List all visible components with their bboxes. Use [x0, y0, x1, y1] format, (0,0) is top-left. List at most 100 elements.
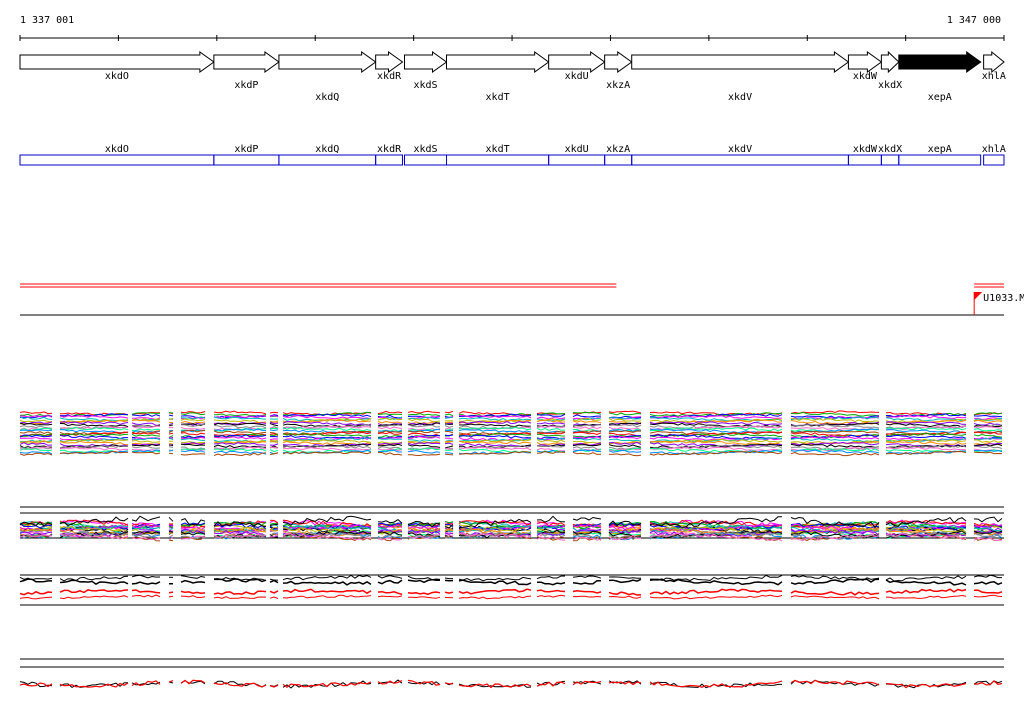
condition-profile-line: [444, 447, 454, 450]
feature-box-xepa[interactable]: [898, 154, 982, 166]
profile-line: [572, 530, 602, 536]
profile-line: [377, 524, 403, 529]
feature-box-xkdt[interactable]: [446, 154, 550, 166]
profile-line: [572, 536, 602, 542]
gene-arrow-xkdw[interactable]: [847, 51, 883, 73]
feature-box-xkdu[interactable]: [548, 154, 606, 166]
gene-arrow-xkdq[interactable]: [278, 51, 377, 73]
condition-profile-line: [19, 416, 53, 420]
condition-profile-line: [572, 420, 602, 424]
gene-label-xkdv: xkdV: [728, 92, 752, 103]
condition-profile-line: [19, 451, 53, 455]
gene-arrow-xkdu[interactable]: [548, 51, 606, 73]
condition-profile-line: [444, 410, 454, 414]
feature-label-xepa: xepA: [928, 144, 952, 155]
condition-profile-line: [444, 442, 454, 445]
condition-profile-line: [213, 415, 267, 419]
profile-line: [885, 531, 967, 538]
feature-box-xkdo[interactable]: [19, 154, 215, 166]
condition-profile-line: [572, 431, 602, 436]
profile-line-black: [649, 516, 782, 528]
condition-profile-line: [131, 437, 161, 441]
feature-box-xkdx[interactable]: [880, 154, 900, 166]
gene-arrow-xkdx[interactable]: [880, 50, 900, 74]
gene-label-xkdq: xkdQ: [315, 92, 339, 103]
condition-profile-line: [269, 411, 279, 414]
strand-line-red: [59, 589, 129, 594]
feature-box-xkdp[interactable]: [213, 154, 280, 166]
condition-profile-line: [213, 436, 267, 440]
ratio-line-red: [572, 680, 602, 686]
profile-line: [536, 521, 566, 527]
strand-line-red: [131, 594, 161, 598]
gene-arrow-track: xkdO xkdP xkdQ xkdR xkdS xkdT xkdU xkzA xkdV xkdW…: [19, 50, 1006, 103]
gene-arrow-xkza[interactable]: [604, 51, 633, 73]
condition-profile-line: [444, 445, 454, 449]
gene-arrow-xkdo[interactable]: [19, 51, 215, 73]
profile-line: [377, 534, 403, 539]
condition-profile-line: [458, 432, 532, 437]
profile-line: [377, 529, 403, 534]
condition-profile-line: [572, 444, 602, 447]
profile-line-black: [180, 517, 206, 526]
profile-line: [269, 526, 279, 531]
feature-box-xkds[interactable]: [403, 154, 448, 166]
profile-line: [444, 520, 454, 524]
coordinate-ruler: 1 337 001 1 347 000: [19, 15, 1005, 41]
condition-profile-line: [59, 417, 129, 422]
condition-profile-line: [885, 427, 967, 431]
strand-line-red: [790, 590, 880, 596]
gene-arrow-xepa[interactable]: [898, 51, 982, 73]
condition-profile-line: [282, 420, 372, 426]
profile-line: [131, 536, 161, 541]
condition-profile-line: [649, 444, 783, 450]
condition-profile-line: [377, 437, 403, 440]
tss-marker[interactable]: U1033.M: [973, 292, 1024, 315]
condition-profile-line: [282, 419, 372, 423]
gene-arrow-xkdt[interactable]: [446, 51, 550, 73]
feature-label-xkdp: xkdP: [234, 144, 258, 155]
feature-box-xkdr[interactable]: [375, 154, 404, 166]
gene-arrow-xkdv[interactable]: [631, 51, 850, 73]
strand-line-black: [608, 576, 642, 579]
condition-profile-line: [790, 440, 880, 446]
feature-box-xkdq[interactable]: [278, 154, 377, 166]
condition-profile-line: [536, 419, 566, 423]
condition-profile-line: [377, 410, 403, 415]
condition-profile-line: [444, 413, 454, 417]
condition-profile-line: [790, 449, 880, 455]
feature-box-xkdw[interactable]: [847, 154, 882, 166]
condition-profile-line: [973, 424, 1003, 428]
feature-box-xkza[interactable]: [604, 154, 633, 166]
strand-line-red: [790, 595, 880, 600]
strand-line-red: [573, 595, 602, 598]
condition-profile-line: [269, 423, 279, 427]
transcript-track: U1033.M: [20, 283, 1024, 316]
gene-arrow-xkds[interactable]: [403, 51, 448, 73]
condition-profile-line: [608, 415, 642, 419]
condition-profile-line: [269, 421, 279, 425]
feature-box-xhla[interactable]: [983, 154, 1005, 166]
gene-label-xkdr: xkdR: [377, 71, 402, 82]
condition-profile-line: [458, 451, 532, 455]
gene-arrow-xkdr[interactable]: [375, 51, 404, 73]
condition-profile-line: [536, 450, 566, 454]
condition-profile-line: [180, 420, 206, 425]
gene-arrow-xhla[interactable]: [983, 50, 1005, 74]
condition-profile-line: [59, 446, 129, 451]
profile-line: [649, 531, 783, 539]
condition-profile-line: [282, 415, 372, 420]
condition-profile-line: [19, 422, 53, 426]
condition-profile-line: [269, 438, 279, 441]
strand-line-red: [408, 596, 441, 599]
strand-line-black: [572, 575, 602, 579]
gene-arrow-xkdp[interactable]: [213, 51, 280, 73]
condition-profile-line: [213, 416, 267, 420]
profile-line: [59, 519, 129, 526]
feature-box-xkdv[interactable]: [631, 154, 849, 166]
profile-line: [131, 529, 161, 536]
profile-line: [213, 533, 267, 539]
strand-line-red: [282, 588, 372, 595]
strand-line-red: [608, 591, 642, 596]
condition-profile-line: [269, 446, 279, 449]
